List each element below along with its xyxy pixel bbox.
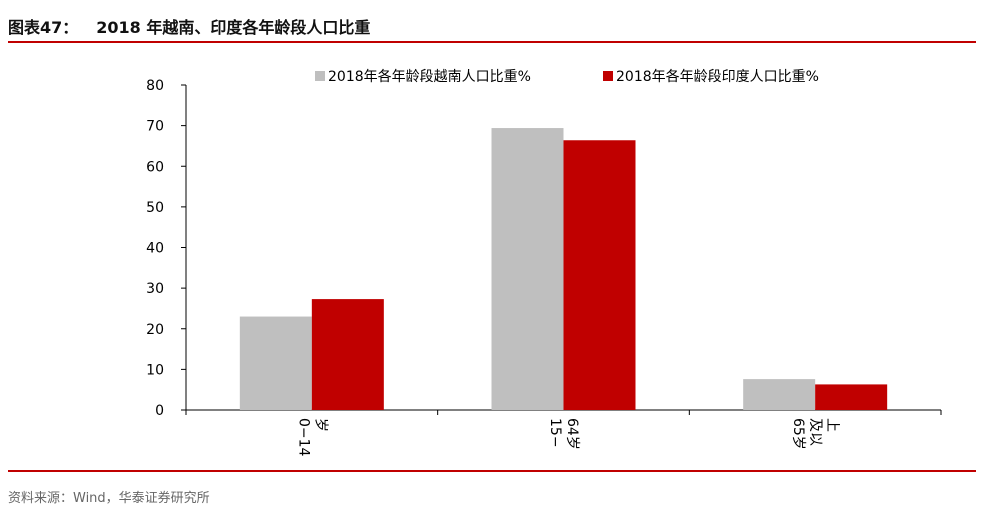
x-tick-labels: 0−14 岁 15− 64岁 65岁 及以上 bbox=[295, 418, 840, 457]
source-note: 资料来源：Wind，华泰证券研究所 bbox=[8, 491, 210, 506]
y-tick-label: 10 bbox=[146, 362, 164, 378]
bar-vietnam bbox=[491, 128, 564, 410]
x-tick-label: 15− bbox=[547, 418, 563, 448]
bar-india bbox=[815, 384, 888, 410]
x-tick-label: 64岁 bbox=[564, 418, 580, 450]
x-tick-label: 0−14 bbox=[295, 418, 311, 457]
header-rule bbox=[8, 41, 976, 43]
bar-india bbox=[311, 299, 384, 410]
y-tick-label: 60 bbox=[146, 159, 164, 175]
y-tick-label: 20 bbox=[146, 322, 164, 338]
figure-header: 图表47： 2018 年越南、印度各年龄段人口比重 bbox=[8, 14, 370, 38]
y-tick-label: 50 bbox=[146, 200, 164, 216]
figure-label: 图表47： bbox=[8, 18, 79, 37]
y-tick-label: 30 bbox=[146, 281, 164, 297]
legend-swatch bbox=[315, 71, 325, 81]
bar-vietnam bbox=[239, 316, 312, 410]
bar-vietnam bbox=[743, 379, 816, 410]
legend-label: 2018年各年龄段印度人口比重% bbox=[616, 69, 819, 85]
legend-label: 2018年各年龄段越南人口比重% bbox=[328, 69, 531, 85]
x-tick-label: 上 bbox=[824, 418, 840, 432]
bar-chart: 0 10 20 30 40 50 60 70 80 0−14 岁 15− 64岁 65岁 及以上 2018… bbox=[146, 69, 942, 457]
x-tick-label: 65岁 bbox=[790, 418, 806, 450]
chart-legend: 2018年各年龄段越南人口比重% 2018年各年龄段印度人口比重% bbox=[315, 69, 819, 85]
footer-rule bbox=[8, 470, 976, 472]
bar-india bbox=[563, 140, 636, 410]
figure-title: 2018 年越南、印度各年龄段人口比重 bbox=[96, 18, 371, 37]
x-tick-label: 及以 bbox=[807, 418, 823, 446]
y-tick-label: 70 bbox=[146, 119, 164, 135]
y-tick-label: 0 bbox=[155, 403, 164, 419]
legend-swatch bbox=[603, 71, 613, 81]
chart-bars bbox=[239, 128, 888, 410]
y-tick-label: 40 bbox=[146, 241, 164, 257]
x-tick-label: 岁 bbox=[312, 418, 328, 432]
y-tick-label: 80 bbox=[146, 78, 164, 94]
